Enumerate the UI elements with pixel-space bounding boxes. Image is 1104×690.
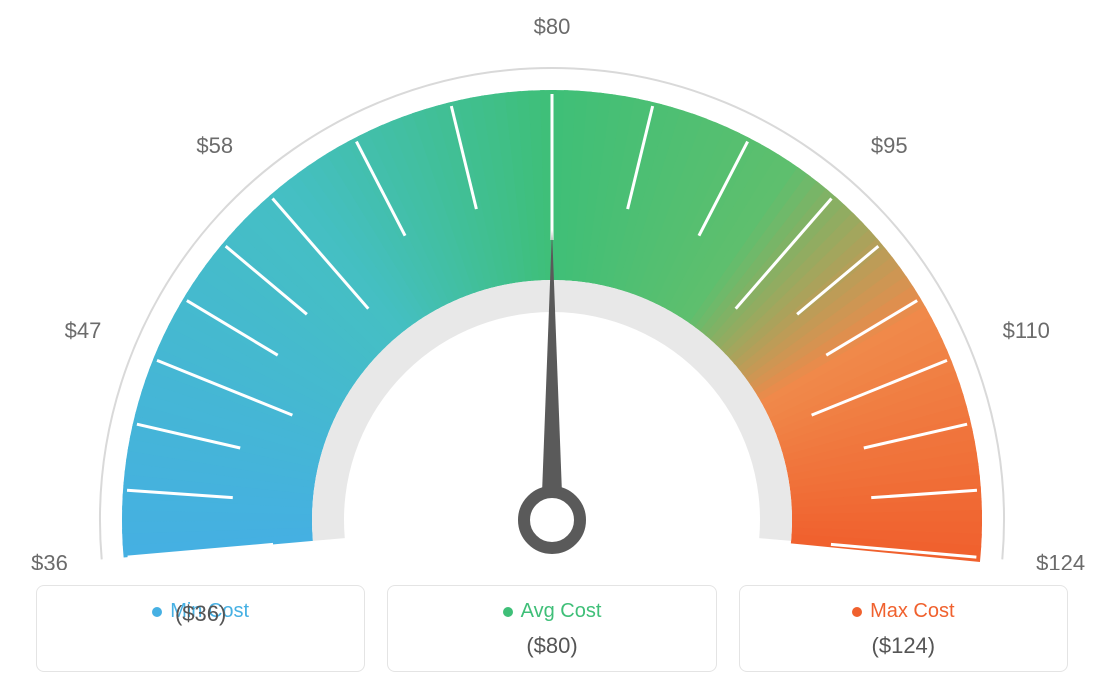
legend-card-min: Min Cost ($36) — [36, 585, 365, 672]
legend-label-avg: Avg Cost — [521, 600, 602, 623]
legend-value-max: ($124) — [750, 633, 1057, 659]
gauge-tick-label: $58 — [196, 133, 233, 158]
gauge-tick-label: $95 — [871, 133, 908, 158]
gauge-tick-label: $47 — [65, 318, 102, 343]
legend-card-avg: Avg Cost ($80) — [387, 585, 716, 672]
legend-card-max: Max Cost ($124) — [739, 585, 1068, 672]
legend-dot-max — [852, 607, 862, 617]
legend-value-min-real: ($36) — [47, 601, 354, 627]
legend-title-max: Max Cost — [852, 600, 954, 623]
legend-title-avg: Avg Cost — [503, 600, 602, 623]
gauge-tick-label: $36 — [31, 550, 68, 570]
gauge-tick-label: $110 — [1003, 318, 1050, 343]
gauge-svg: $36 $47 $58 $80 $95 $110 $124 — [0, 0, 1104, 570]
gauge-tick-label: $80 — [534, 14, 571, 39]
legend-dot-avg — [503, 607, 513, 617]
legend-dot-min — [152, 607, 162, 617]
gauge-tick-label: $124 — [1036, 550, 1085, 570]
legend-row: Min Cost ($36) Avg Cost ($80) Max Cost (… — [0, 585, 1104, 672]
cost-gauge-chart: $36 $47 $58 $80 $95 $110 $124 Min Cost ($36) A… — [0, 0, 1104, 690]
legend-label-max: Max Cost — [870, 600, 954, 623]
legend-value-avg: ($80) — [398, 633, 705, 659]
gauge-needle-hub — [524, 492, 580, 548]
